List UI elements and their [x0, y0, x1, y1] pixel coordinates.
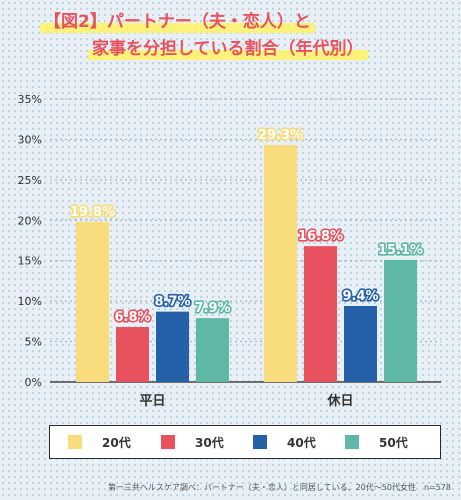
legend-swatch-50s: [345, 435, 359, 449]
y-tick-label: 25%: [18, 174, 42, 187]
y-tick-label: 15%: [18, 255, 42, 268]
legend-label-50s: 50代: [379, 435, 408, 450]
data-label: 19.8%: [70, 205, 115, 220]
y-tick-label: 10%: [18, 295, 42, 308]
data-label: 16.8%: [298, 229, 343, 244]
chart-title-line1: 【図2】パートナー（夫・恋人）と: [40, 11, 315, 33]
legend-swatch-30s: [161, 435, 175, 449]
x-category-label: 平日: [139, 394, 165, 409]
data-label: 9.4%: [342, 289, 378, 304]
y-tick-label: 5%: [25, 336, 42, 349]
legend-swatch-20s: [68, 435, 82, 449]
legend-label-30s: 30代: [195, 435, 224, 450]
x-category-label: 休日: [326, 393, 353, 409]
legend-item-20s: 20代: [68, 434, 131, 450]
bar: [304, 246, 337, 382]
bar: [384, 259, 417, 382]
legend-label-20s: 20代: [102, 435, 131, 450]
data-label: 8.7%: [154, 295, 190, 310]
bar-chart: 0% 5% 10% 15% 20% 25% 30% 35% 19.8% 6.8% 8.7% 7.9% 平…: [18, 93, 441, 409]
y-tick-label: 0%: [25, 376, 42, 389]
bar: [156, 311, 189, 382]
legend-label-40s: 40代: [287, 435, 316, 450]
source-note: 第一三共ヘルスケア調べ：パートナー（夫・恋人）と同居している、20代〜50代女性…: [107, 483, 451, 492]
data-label: 6.8%: [114, 310, 150, 325]
data-label: 15.1%: [378, 243, 423, 258]
bar: [264, 145, 297, 382]
legend-item-30s: 30代: [161, 434, 224, 450]
bar: [76, 221, 109, 382]
chart-title-line2: 家事を分担している割合（年代別）: [88, 38, 368, 60]
bar: [344, 305, 377, 382]
data-label: 7.9%: [194, 301, 230, 316]
legend-item-40s: 40代: [253, 434, 316, 450]
y-tick-label: 30%: [18, 133, 42, 146]
y-tick-label: 20%: [18, 214, 42, 227]
bar: [116, 327, 149, 382]
legend-item-50s: 50代: [345, 434, 408, 450]
bar: [196, 318, 229, 382]
chart-legend: 20代 30代 40代 50代: [49, 425, 441, 459]
data-label: 29.3%: [258, 128, 303, 143]
legend-swatch-40s: [253, 435, 267, 449]
y-tick-label: 35%: [18, 93, 42, 106]
